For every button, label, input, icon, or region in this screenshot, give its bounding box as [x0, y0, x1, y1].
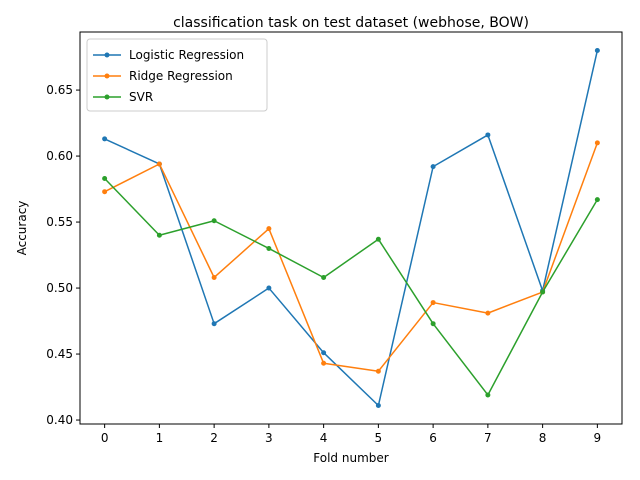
- data-point: [594, 140, 600, 146]
- y-tick-label: 0.50: [46, 281, 73, 295]
- legend-label-logistic-regression: Logistic Regression: [129, 48, 244, 62]
- y-tick-label: 0.55: [46, 215, 73, 229]
- legend: Logistic Regression Ridge Regression SVR: [86, 38, 268, 112]
- data-point: [430, 164, 436, 170]
- data-point: [430, 300, 436, 306]
- legend-label-ridge-regression: Ridge Regression: [129, 69, 233, 83]
- data-point: [211, 321, 217, 327]
- data-point: [266, 245, 272, 251]
- y-tick-label: 0.45: [46, 347, 73, 361]
- x-tick-label: 7: [484, 431, 492, 445]
- x-tick-label: 5: [375, 431, 383, 445]
- x-tick-label: 0: [101, 431, 109, 445]
- legend-label-svr: SVR: [129, 90, 153, 104]
- x-tick-label: 2: [210, 431, 218, 445]
- y-tick-label: 0.60: [46, 149, 73, 163]
- series-layer: [102, 47, 600, 409]
- data-point: [485, 132, 491, 138]
- x-tick-label: 9: [594, 431, 602, 445]
- x-tick-label: 3: [265, 431, 273, 445]
- data-point: [485, 310, 491, 316]
- x-tick-label: 6: [429, 431, 437, 445]
- series-logistic-regression: [102, 47, 600, 409]
- series-line-logistic-regression: [104, 50, 599, 407]
- data-point: [321, 360, 327, 366]
- data-point: [594, 197, 600, 203]
- data-point: [266, 285, 272, 291]
- series-line-svr: [104, 177, 599, 396]
- series-line-ridge-regression: [104, 142, 599, 372]
- data-point: [156, 232, 162, 238]
- data-point: [102, 189, 108, 195]
- data-point: [321, 350, 327, 356]
- data-point: [102, 176, 108, 182]
- legend-box: [86, 38, 268, 112]
- legend-marker: [104, 52, 110, 58]
- data-point: [375, 368, 381, 374]
- data-point: [594, 47, 600, 53]
- data-point: [540, 289, 546, 295]
- data-point: [375, 403, 381, 409]
- legend-marker: [104, 94, 110, 100]
- data-point: [430, 321, 436, 327]
- data-point: [211, 218, 217, 224]
- x-tick-label: 4: [320, 431, 328, 445]
- y-tick-label: 0.40: [46, 413, 73, 427]
- chart-title: classification task on test dataset (web…: [173, 15, 529, 31]
- y-tick-label: 0.65: [46, 83, 73, 97]
- x-tick-label: 1: [156, 431, 164, 445]
- data-point: [266, 226, 272, 232]
- x-axis-ticks: 0 1 2 3 4 5 6 7 8 9: [101, 424, 601, 445]
- x-axis-label: Fold number: [313, 451, 388, 465]
- data-point: [485, 392, 491, 398]
- y-axis-ticks: 0.40 0.45 0.50 0.55 0.60 0.65: [46, 83, 80, 427]
- legend-marker: [104, 73, 110, 79]
- data-point: [102, 136, 108, 142]
- data-point: [211, 274, 217, 280]
- data-point: [321, 274, 327, 280]
- data-point: [375, 236, 381, 242]
- y-axis-label: Accuracy: [15, 201, 29, 256]
- x-tick-label: 8: [539, 431, 547, 445]
- data-point: [156, 161, 162, 167]
- series-svr: [102, 176, 600, 398]
